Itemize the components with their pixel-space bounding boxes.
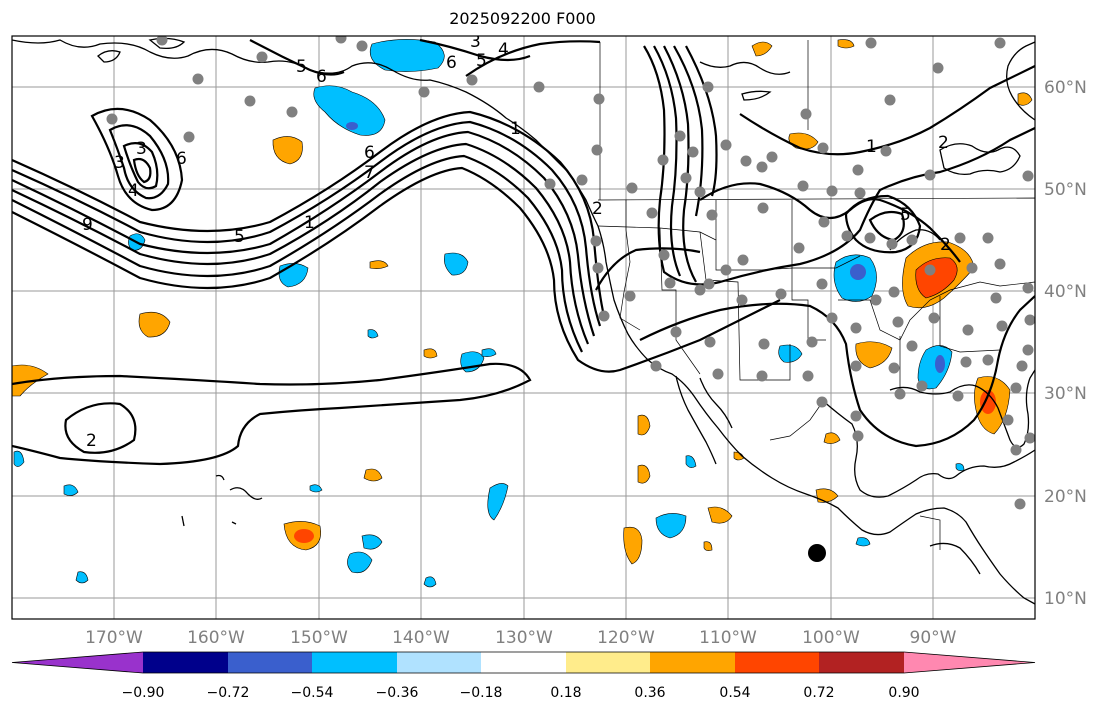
svg-text:6: 6	[446, 53, 457, 73]
svg-text:9: 9	[82, 215, 93, 235]
svg-text:2: 2	[938, 133, 949, 153]
colorbar-tick-label: −0.72	[207, 685, 250, 701]
colorbar-tick-label: −0.18	[460, 685, 503, 701]
lon-label: 110°W	[699, 628, 757, 648]
svg-text:2: 2	[86, 431, 97, 451]
borders	[597, 40, 1035, 550]
svg-text:3: 3	[136, 139, 147, 159]
colorbar-tick-label: 0.90	[888, 685, 919, 701]
colorbar-tick-label: −0.36	[376, 685, 419, 701]
lon-label: 130°W	[495, 628, 553, 648]
colorbar-segment	[312, 652, 397, 673]
colorbar-outline	[11, 651, 1036, 674]
lon-label: 170°W	[85, 628, 143, 648]
svg-text:2: 2	[592, 199, 603, 219]
svg-text:1: 1	[510, 119, 521, 139]
svg-text:3: 3	[470, 32, 481, 52]
colorbar-tick-label: 0.72	[803, 685, 834, 701]
colorbar-tick-label: −0.54	[291, 685, 334, 701]
lat-label: 40°N	[1044, 282, 1087, 302]
center-marker	[808, 544, 826, 562]
svg-text:4: 4	[128, 181, 139, 201]
svg-text:5: 5	[296, 57, 307, 77]
svg-text:5: 5	[900, 205, 911, 225]
colorbar-segment	[228, 652, 312, 673]
coastlines	[12, 37, 1035, 605]
lat-label: 10°N	[1044, 589, 1087, 609]
svg-text:2: 2	[940, 235, 951, 255]
svg-text:1: 1	[304, 213, 315, 233]
colorbar-tick-label: 0.54	[719, 685, 750, 701]
lon-label: 150°W	[290, 628, 348, 648]
colorbar-tick-label: 0.18	[550, 685, 581, 701]
colorbar-tick-label: 0.36	[634, 685, 665, 701]
contour-lines	[12, 38, 1035, 466]
anomaly-shading	[12, 39, 1033, 588]
svg-text:5: 5	[234, 227, 245, 247]
lon-label: 120°W	[597, 628, 655, 648]
svg-text:1: 1	[866, 137, 877, 157]
colorbar-segment	[143, 652, 228, 673]
svg-text:5: 5	[476, 51, 487, 71]
colorbar-extend-low	[12, 652, 143, 673]
colorbar-extend-high	[904, 652, 1035, 673]
colorbar-tick-label: −0.90	[122, 685, 165, 701]
colorbar-labels: −0.90 −0.72 −0.54 −0.36 −0.18 0.18 0.36 …	[122, 685, 920, 701]
lon-label: 100°W	[802, 628, 860, 648]
colorbar-segment	[735, 652, 819, 673]
colorbar	[11, 651, 1036, 674]
contour-labels: 3 4 5 6 5 6 3 6 4 3 9 5 1 6 7 1 2 5 2 2 …	[82, 32, 951, 451]
lon-label: 160°W	[187, 628, 245, 648]
colorbar-segment	[650, 652, 735, 673]
colorbar-segment	[566, 652, 650, 673]
lat-label: 50°N	[1044, 180, 1087, 200]
longitude-labels: 170°W 160°W 150°W 140°W 130°W 120°W 110°…	[85, 628, 957, 648]
colorbar-segment	[397, 652, 481, 673]
lat-label: 20°N	[1044, 487, 1087, 507]
lat-label: 30°N	[1044, 384, 1087, 404]
lon-label: 140°W	[392, 628, 450, 648]
map-border	[11, 35, 1036, 620]
latitude-labels: 60°N 50°N 40°N 30°N 20°N 10°N	[1044, 78, 1087, 609]
svg-text:6: 6	[364, 143, 375, 163]
map-title: 2025092200 F000	[449, 9, 596, 28]
station-markers	[106, 36, 1035, 510]
svg-text:6: 6	[316, 67, 327, 87]
svg-text:7: 7	[364, 163, 375, 183]
svg-text:6: 6	[176, 149, 187, 169]
svg-text:4: 4	[498, 40, 509, 60]
lat-label: 60°N	[1044, 78, 1087, 98]
colorbar-segment	[819, 652, 904, 673]
svg-text:3: 3	[114, 153, 125, 173]
colorbar-segment	[481, 652, 566, 673]
lon-label: 90°W	[910, 628, 957, 648]
